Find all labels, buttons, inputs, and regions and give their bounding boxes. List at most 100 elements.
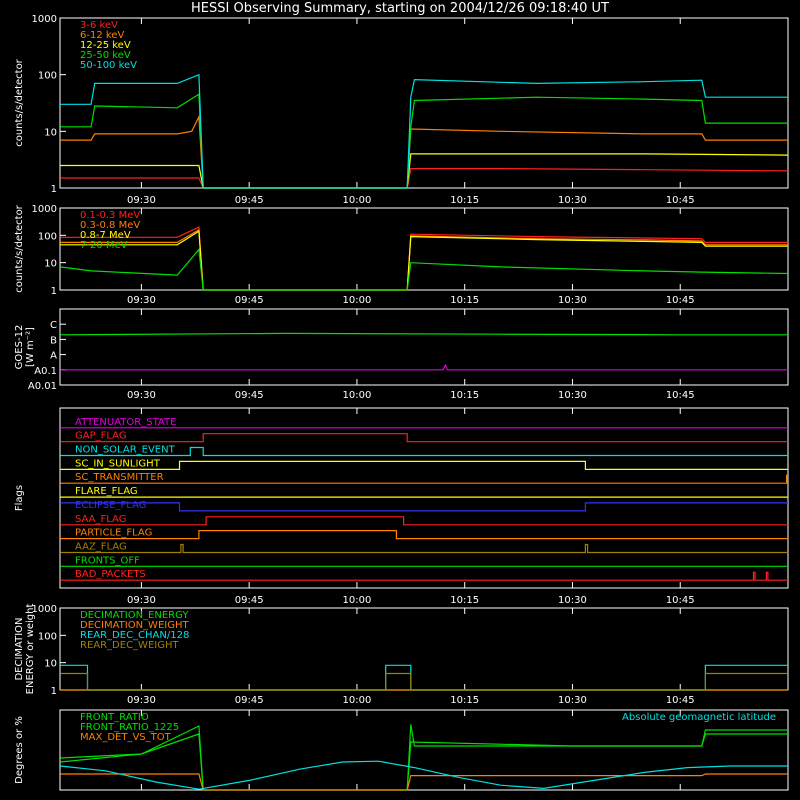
series-line-flags-7 bbox=[60, 516, 788, 526]
panel-frame bbox=[59, 207, 789, 291]
panel-decimation: 09:30 09:45 10:00 10:15 10:30 10:45 1 10 100 1000… bbox=[14, 604, 789, 706]
legend-entry: 3-6 keV bbox=[80, 20, 118, 31]
series-line-highE-0 bbox=[60, 226, 788, 291]
legend-entry: SC_IN_SUNLIGHT bbox=[75, 458, 161, 469]
x-tick-label: 10:15 bbox=[450, 390, 479, 401]
y-tick-label: 100 bbox=[38, 631, 57, 642]
series-line-flags-3 bbox=[60, 460, 788, 470]
panel-frame bbox=[59, 308, 789, 386]
series-line-ratios-3 bbox=[60, 760, 788, 790]
legend-entry: 25-50 keV bbox=[80, 50, 131, 61]
x-tick-label: 09:45 bbox=[235, 195, 264, 206]
panels: 09:30 09:45 10:00 10:15 10:30 10:451101001000… bbox=[14, 14, 789, 791]
y-axis-label: counts/s/detector bbox=[14, 204, 25, 292]
y-axis-label: Degrees or % bbox=[14, 716, 25, 784]
x-tick-label: 09:45 bbox=[235, 695, 264, 706]
series-line-decimation-3 bbox=[60, 672, 788, 691]
legend-entry: 0.3-0.8 MeV bbox=[80, 220, 140, 231]
legend-entry: GAP_FLAG bbox=[75, 431, 127, 442]
y-tick-label: A0.01 bbox=[28, 381, 57, 392]
series-line-lowE-1 bbox=[60, 114, 788, 189]
y-tick-label: 100 bbox=[38, 231, 57, 242]
panel-ratios: Degrees or % FRONT_RATIOFRONT_RATIO_1225M… bbox=[14, 709, 789, 791]
x-tick-label: 10:00 bbox=[343, 295, 372, 306]
x-tick-label: 09:30 bbox=[127, 595, 156, 606]
x-tick-label: 10:45 bbox=[666, 695, 695, 706]
legend-entry: DECIMATION_ENERGY bbox=[80, 610, 189, 621]
y-tick-label: 1000 bbox=[32, 604, 57, 615]
y-tick-label: C bbox=[50, 320, 57, 331]
x-tick-label: 10:30 bbox=[558, 390, 587, 401]
series-line-ratios-2 bbox=[60, 773, 788, 791]
y-tick-label: A0.1 bbox=[34, 366, 57, 377]
legend-entry: 6-12 keV bbox=[80, 30, 124, 41]
x-tick-label: 10:15 bbox=[450, 695, 479, 706]
legend-entry: MAX_DET_VS_TOT bbox=[80, 732, 172, 743]
panel-highE: 09:30 09:45 10:00 10:15 10:30 10:45 1 10 100 1000… bbox=[14, 204, 789, 306]
legend-entry: 0.1-0.3 MeV bbox=[80, 210, 140, 221]
series-line-goes-1 bbox=[60, 363, 788, 371]
x-tick-label: 10:45 bbox=[666, 295, 695, 306]
x-tick-label: 09:30 bbox=[127, 390, 156, 401]
x-tick-label: 10:30 bbox=[558, 295, 587, 306]
series-line-lowE-0 bbox=[60, 168, 789, 189]
x-tick-label: 09:45 bbox=[235, 295, 264, 306]
legend-entry: REAR_DEC_WEIGHT bbox=[80, 640, 179, 651]
x-tick-label: 10:45 bbox=[666, 595, 695, 606]
panel-lowE: 09:30 09:45 10:00 10:15 10:30 10:45 1 10 100 1000… bbox=[14, 14, 789, 206]
y-tick-label: 1 bbox=[51, 184, 57, 195]
x-tick-label: 10:00 bbox=[343, 595, 372, 606]
x-tick-label: 10:30 bbox=[558, 595, 587, 606]
x-tick-label: 10:15 bbox=[450, 195, 479, 206]
legend-entry: ECLIPSE_FLAG bbox=[75, 500, 146, 511]
chart-title: HESSI Observing Summary, starting on 200… bbox=[191, 1, 609, 16]
legend-entry: SC_TRANSMITTER bbox=[75, 472, 164, 483]
y-tick-label: 10 bbox=[44, 259, 57, 270]
legend-entry: SAA_FLAG bbox=[75, 514, 126, 525]
x-tick-label: 10:15 bbox=[450, 595, 479, 606]
legend-entry: 50-100 keV bbox=[80, 60, 137, 71]
x-tick-label: 10:00 bbox=[343, 695, 372, 706]
legend-entry: ATTENUATOR_STATE bbox=[75, 417, 176, 428]
series-line-flags-6 bbox=[60, 502, 788, 512]
series-line-flags-1 bbox=[60, 433, 788, 443]
legend-entry: 12-25 keV bbox=[80, 40, 131, 51]
y-tick-label: A bbox=[50, 351, 57, 362]
y-axis-label-2: ENERGY or weight bbox=[25, 604, 36, 695]
series-line-highE-2 bbox=[60, 230, 788, 291]
legend-entry: AAZ_FLAG bbox=[75, 541, 127, 552]
legend-entry: FRONT_RATIO_1225 bbox=[80, 722, 179, 733]
legend-entry: PARTICLE_FLAG bbox=[75, 528, 152, 539]
x-tick-label: 10:15 bbox=[450, 295, 479, 306]
series-line-flags-8 bbox=[60, 529, 788, 540]
y-tick-label: 10 bbox=[44, 127, 57, 138]
panel-flags: 09:30 09:45 10:00 10:15 10:30 10:45 Flags ATTEN… bbox=[14, 407, 789, 606]
panel-frame bbox=[59, 709, 789, 791]
x-tick-label: 10:45 bbox=[666, 390, 695, 401]
x-tick-label: 09:45 bbox=[235, 595, 264, 606]
series-line-highE-1 bbox=[60, 228, 788, 291]
y-tick-label: B bbox=[50, 335, 57, 346]
series-line-flags-11 bbox=[60, 571, 788, 581]
y-tick-label: 100 bbox=[38, 71, 57, 82]
x-tick-label: 10:45 bbox=[666, 195, 695, 206]
series-line-lowE-2 bbox=[60, 153, 789, 189]
x-tick-label: 09:30 bbox=[127, 195, 156, 206]
x-tick-label: 09:30 bbox=[127, 695, 156, 706]
y-axis-label: GOES-12 bbox=[14, 325, 25, 370]
series-line-ratios-1 bbox=[60, 733, 788, 791]
panel-frame bbox=[59, 17, 789, 189]
y-axis-label-2: [W m⁻²] bbox=[25, 327, 36, 367]
y-tick-label: 1 bbox=[51, 686, 57, 697]
y-tick-label: 1000 bbox=[32, 14, 57, 25]
series-line-highE-3 bbox=[60, 248, 789, 291]
y-axis-label: Flags bbox=[14, 485, 25, 511]
legend-entry: REAR_DEC_CHAN/128 bbox=[80, 630, 189, 641]
x-tick-label: 10:00 bbox=[343, 195, 372, 206]
legend-entry: 0.8-7 MeV bbox=[80, 230, 131, 241]
x-tick-label: 10:00 bbox=[343, 390, 372, 401]
legend-entry: DECIMATION_WEIGHT bbox=[80, 620, 189, 631]
x-tick-label: 09:45 bbox=[235, 390, 264, 401]
series-line-lowE-4 bbox=[60, 73, 788, 189]
